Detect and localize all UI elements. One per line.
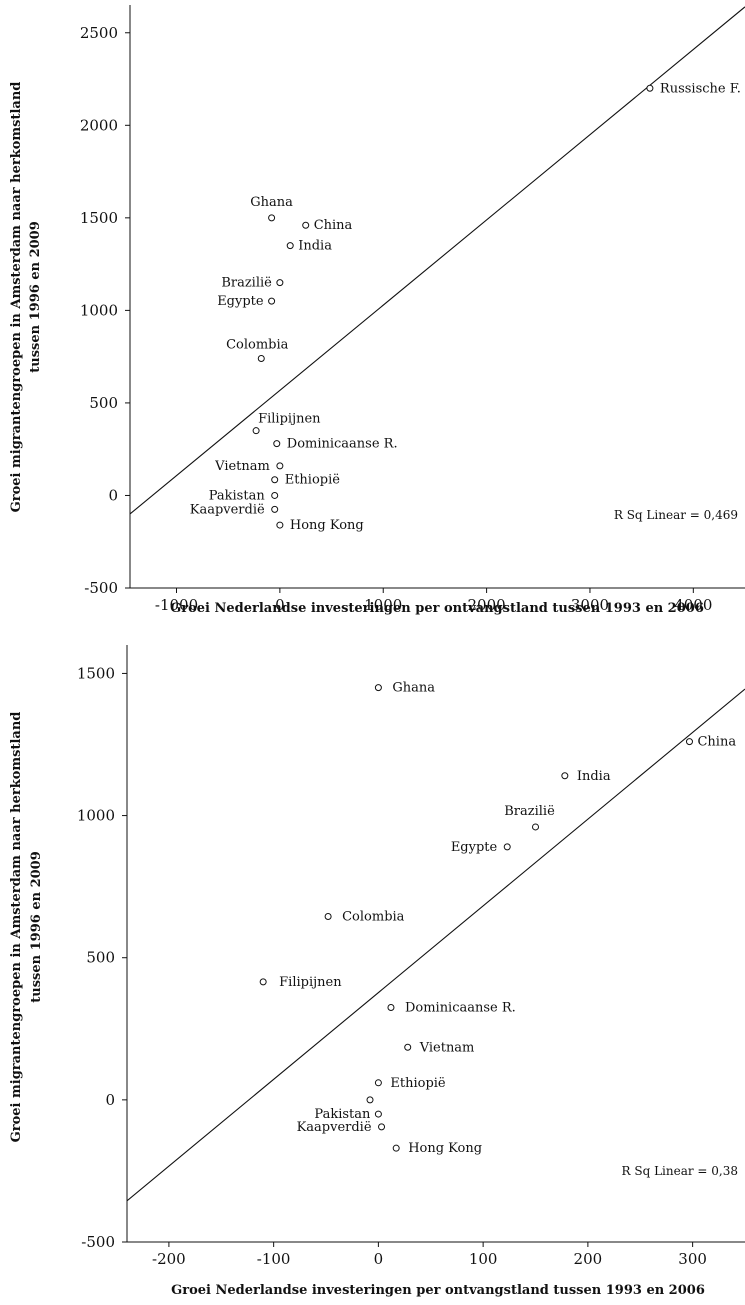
data-point: [387, 1003, 395, 1011]
y-tick-label: 1500: [80, 209, 118, 227]
x-axis-title: Groei Nederlandse investeringen per ontv…: [170, 601, 704, 616]
x-tick-label: 4000: [674, 596, 712, 614]
x-tick-labels: -200 -100 0 100 200 300: [152, 1242, 707, 1268]
y-axis-title-line-2: tussen 1996 en 2009: [28, 221, 43, 372]
point-label: Colombia: [226, 338, 289, 353]
point-label: Kaapverdië: [190, 502, 265, 517]
point-label: Filipijnen: [258, 412, 321, 427]
y-axis-title-line-1: Groei migrantengroepen in Amsterdam naar…: [9, 712, 24, 1143]
point-label: Russische F.: [660, 81, 741, 96]
x-tick-label: -100: [257, 1250, 291, 1268]
y-tick-labels: -500 0 500 1000 1500 2000 2500: [80, 24, 130, 597]
data-point: [503, 843, 511, 851]
data-point: [561, 772, 569, 780]
data-point: [276, 279, 284, 287]
y-tick-labels: -500 0 500 1000 1500: [77, 664, 127, 1251]
x-tick-label: 100: [469, 1250, 498, 1268]
point-label: Pakistan: [314, 1107, 371, 1122]
x-tick-label: 300: [678, 1250, 707, 1268]
y-tick-label: 2000: [80, 116, 118, 134]
y-tick-label: -500: [84, 579, 118, 597]
y-tick-label: 1000: [80, 301, 118, 319]
x-tick-label: -1000: [155, 596, 198, 614]
point-label: Dominicaanse R.: [287, 437, 398, 452]
x-tick-label: 3000: [571, 596, 609, 614]
data-point: [366, 1096, 374, 1104]
data-point: [646, 84, 654, 92]
point-label: Brazilië: [221, 276, 272, 291]
data-point: [276, 462, 284, 470]
data-point: [374, 1110, 382, 1118]
point-label: Vietnam: [214, 459, 270, 474]
bottom-scatter-chart: -500 0 500 1000 1500 -200 -100 0 100 200 300 Ghan…: [9, 645, 745, 1298]
data-point: [685, 738, 693, 746]
y-tick-label: 500: [86, 949, 115, 967]
x-tick-label: 0: [374, 1250, 384, 1268]
r-squared-label: R Sq Linear = 0,469: [614, 508, 738, 522]
y-tick-label: 0: [105, 1091, 115, 1109]
point-label: China: [314, 218, 353, 233]
data-point: [404, 1043, 412, 1051]
y-axis-title-line-1: Groei migrantengroepen in Amsterdam naar…: [9, 82, 24, 513]
data-point: [259, 978, 267, 986]
data-point: [302, 221, 310, 229]
data-point: [257, 355, 265, 363]
x-tick-label: 2000: [468, 596, 506, 614]
y-tick-label: 500: [89, 394, 118, 412]
x-tick-labels: -1000 0 1000 2000 3000 4000: [155, 588, 712, 614]
data-point: [324, 912, 332, 920]
fit-line: [129, 6, 745, 515]
point-label: Egypte: [451, 840, 498, 855]
fit-line: [126, 688, 745, 1202]
point-label: Pakistan: [209, 488, 266, 503]
y-tick-label: 1000: [77, 807, 115, 825]
point-label: Ghana: [250, 195, 293, 210]
point-label: Brazilië: [504, 804, 555, 819]
x-tick-label: 1000: [364, 596, 402, 614]
x-axis-title: Groei Nederlandse investeringen per ontv…: [171, 1283, 705, 1298]
point-label: Hong Kong: [290, 518, 364, 533]
point-label: Ghana: [392, 681, 435, 696]
point-label: Hong Kong: [408, 1141, 482, 1156]
top-scatter-chart: -500 0 500 1000 1500 2000 2500 -1000 0 1000 2000 3…: [9, 5, 745, 616]
data-point: [532, 823, 540, 831]
point-label: Dominicaanse R.: [405, 1000, 516, 1015]
data-point: [378, 1123, 386, 1131]
data-point: [374, 1079, 382, 1087]
data-point: [271, 505, 279, 513]
y-tick-label: -500: [81, 1233, 115, 1251]
point-label: Vietnam: [419, 1040, 475, 1055]
data-points: Russische F. Ghana China India Brazilië Egypt…: [190, 81, 741, 533]
point-label: Ethiopië: [285, 473, 341, 488]
data-point: [374, 684, 382, 692]
r-squared-label: R Sq Linear = 0,38: [622, 1164, 739, 1178]
point-label: Ethiopië: [390, 1076, 446, 1091]
y-axis-title-line-2: tussen 1996 en 2009: [29, 851, 44, 1002]
data-point: [276, 521, 284, 529]
data-point: [252, 427, 260, 435]
data-point: [268, 214, 276, 222]
data-points: Ghana China India Brazilië Egypte Colombia Fil…: [259, 681, 736, 1156]
x-tick-label: 200: [574, 1250, 603, 1268]
data-point: [268, 297, 276, 305]
point-label: Colombia: [342, 909, 405, 924]
data-point: [286, 242, 294, 250]
point-label: India: [577, 769, 611, 784]
y-tick-label: 2500: [80, 24, 118, 42]
point-label: India: [298, 239, 332, 254]
point-label: Filipijnen: [279, 975, 342, 990]
data-point: [392, 1144, 400, 1152]
x-tick-label: 0: [275, 596, 285, 614]
point-label: China: [697, 735, 736, 750]
data-point: [271, 476, 279, 484]
y-tick-label: 0: [108, 486, 118, 504]
point-label: Kaapverdië: [297, 1120, 372, 1135]
y-tick-label: 1500: [77, 664, 115, 682]
x-tick-label: -200: [152, 1250, 186, 1268]
data-point: [271, 491, 279, 499]
point-label: Egypte: [217, 294, 264, 309]
data-point: [273, 440, 281, 448]
